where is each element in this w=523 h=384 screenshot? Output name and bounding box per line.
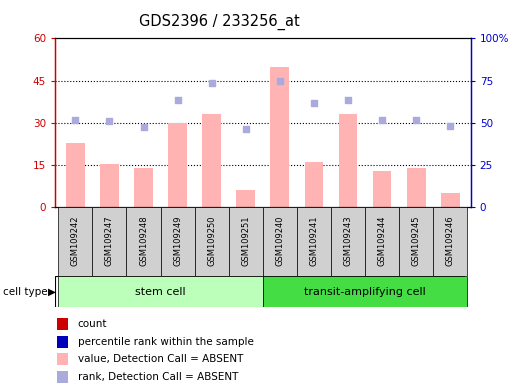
Bar	[57, 318, 69, 330]
Point	[412, 117, 420, 123]
Text: count: count	[77, 319, 107, 329]
Point	[242, 126, 250, 132]
Bar	[229, 207, 263, 276]
Bar	[202, 114, 221, 207]
Bar	[441, 193, 460, 207]
Text: rank, Detection Call = ABSENT: rank, Detection Call = ABSENT	[77, 372, 238, 382]
Bar	[399, 207, 433, 276]
Point	[139, 124, 147, 130]
Point	[344, 97, 352, 103]
Bar	[66, 142, 85, 207]
Bar	[365, 207, 399, 276]
Text: GSM109246: GSM109246	[446, 215, 455, 266]
Bar	[263, 207, 297, 276]
Text: GDS2396 / 233256_at: GDS2396 / 233256_at	[139, 13, 300, 30]
Bar	[263, 276, 467, 307]
Bar	[134, 168, 153, 207]
Point	[310, 100, 318, 106]
Text: cell type: cell type	[3, 287, 47, 297]
Point	[446, 122, 454, 129]
Point	[105, 118, 113, 124]
Bar	[407, 168, 426, 207]
Bar	[195, 207, 229, 276]
Text: GSM109242: GSM109242	[71, 215, 80, 266]
Text: GSM109243: GSM109243	[344, 215, 353, 266]
Bar	[57, 353, 69, 365]
Bar	[57, 336, 69, 348]
Text: GSM109250: GSM109250	[207, 215, 216, 266]
Point	[276, 78, 284, 84]
Point	[174, 97, 182, 103]
Bar	[57, 371, 69, 382]
Text: GSM109244: GSM109244	[378, 215, 386, 266]
Bar	[168, 123, 187, 207]
Bar	[297, 207, 331, 276]
Bar	[338, 114, 357, 207]
Bar	[373, 171, 391, 207]
Text: value, Detection Call = ABSENT: value, Detection Call = ABSENT	[77, 354, 243, 364]
Point	[208, 80, 216, 86]
Text: GSM109251: GSM109251	[241, 215, 251, 266]
Text: GSM109247: GSM109247	[105, 215, 114, 266]
Text: stem cell: stem cell	[135, 287, 186, 297]
Text: GSM109249: GSM109249	[173, 215, 182, 266]
Bar	[161, 207, 195, 276]
Bar	[127, 207, 161, 276]
Bar	[270, 66, 289, 207]
Text: ▶: ▶	[48, 287, 56, 297]
Bar	[100, 164, 119, 207]
Point	[71, 117, 79, 123]
Text: GSM109248: GSM109248	[139, 215, 148, 266]
Bar	[236, 190, 255, 207]
Text: GSM109240: GSM109240	[275, 215, 285, 266]
Point	[378, 117, 386, 123]
Text: percentile rank within the sample: percentile rank within the sample	[77, 337, 254, 347]
Text: GSM109241: GSM109241	[310, 215, 319, 266]
Text: GSM109245: GSM109245	[412, 215, 420, 266]
Bar	[304, 162, 323, 207]
Bar	[331, 207, 365, 276]
Bar	[93, 207, 127, 276]
Bar	[59, 207, 93, 276]
Bar	[59, 276, 263, 307]
Bar	[433, 207, 467, 276]
Text: transit-amplifying cell: transit-amplifying cell	[304, 287, 426, 297]
